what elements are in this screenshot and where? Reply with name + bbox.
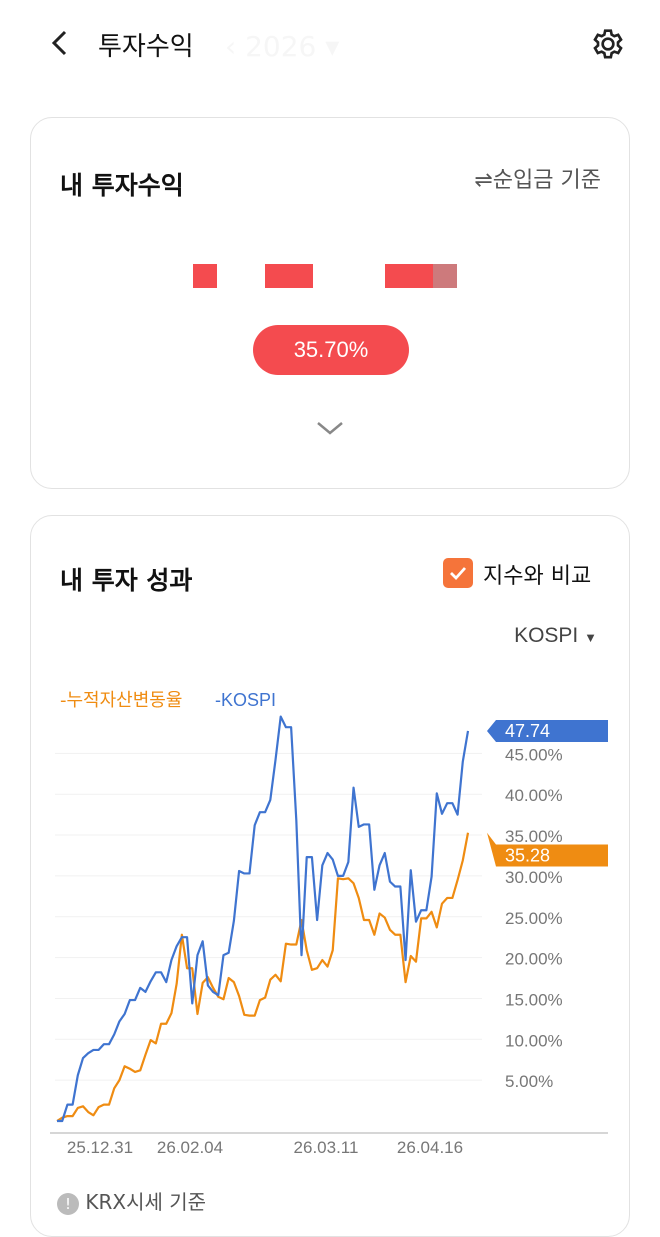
compare-checkbox[interactable] [443,558,473,588]
x-tick-label: 25.12.31 [67,1138,133,1157]
chevron-left-icon [51,30,67,56]
return-badge: 35.70% [253,325,409,375]
expand-button[interactable] [315,418,345,438]
redacted-amount [433,264,457,288]
y-tick-label: 45.00% [505,745,563,764]
summary-card: 내 투자수익 ⇌순입금 기준 35.70% [30,117,630,489]
y-tick-label: 15.00% [505,990,563,1009]
last-value-label: 35.28 [505,845,550,865]
basis-toggle[interactable]: ⇌순입금 기준 [474,168,601,193]
last-value-tag [487,832,608,867]
checkmark-icon [450,567,467,581]
x-tick-label: 26.04.16 [397,1138,463,1157]
last-value-label: 47.74 [505,721,550,741]
performance-chart: -누적자산변동율 -KOSPI 5.00% 10.00% 15.00% 20.00% 2… [50,690,608,1157]
y-tick-label: 20.00% [505,950,563,969]
y-tick-label: 40.00% [505,786,563,805]
gear-icon [593,29,623,59]
y-tick-label: 5.00% [505,1072,553,1091]
page-title: 투자수익 [98,32,194,62]
legend-item-kospi: -KOSPI [215,690,276,710]
y-tick-label: 10.00% [505,1031,563,1050]
redacted-amount [265,264,313,288]
y-tick-label: 30.00% [505,868,563,887]
compare-label[interactable]: 지수와 비교 [483,564,592,589]
chevron-down-icon [317,422,343,435]
series-line-kospi [57,715,470,1123]
redacted-amount [385,264,433,288]
x-tick-label: 26.03.11 [294,1138,359,1157]
year-selector[interactable]: ‹ 2026 ▾ [225,30,340,63]
redacted-amount [193,264,217,288]
settings-button[interactable] [588,24,628,64]
index-select[interactable]: KOSPI ▼ [514,624,597,648]
summary-title: 내 투자수익 [60,171,184,200]
back-button[interactable] [44,26,78,60]
performance-title: 내 투자 성과 [60,566,193,595]
legend-item-asset: -누적자산변동율 [60,690,182,711]
series-line-asset [56,832,470,1122]
year-label: 2026 [245,30,317,63]
index-select-value: KOSPI [514,624,579,647]
caret-down-icon: ▼ [584,630,597,645]
y-tick-label: 35.00% [505,827,563,846]
y-tick-label: 25.00% [505,909,563,928]
x-tick-label: 26.02.04 [157,1138,223,1157]
last-value-tag [487,719,608,742]
